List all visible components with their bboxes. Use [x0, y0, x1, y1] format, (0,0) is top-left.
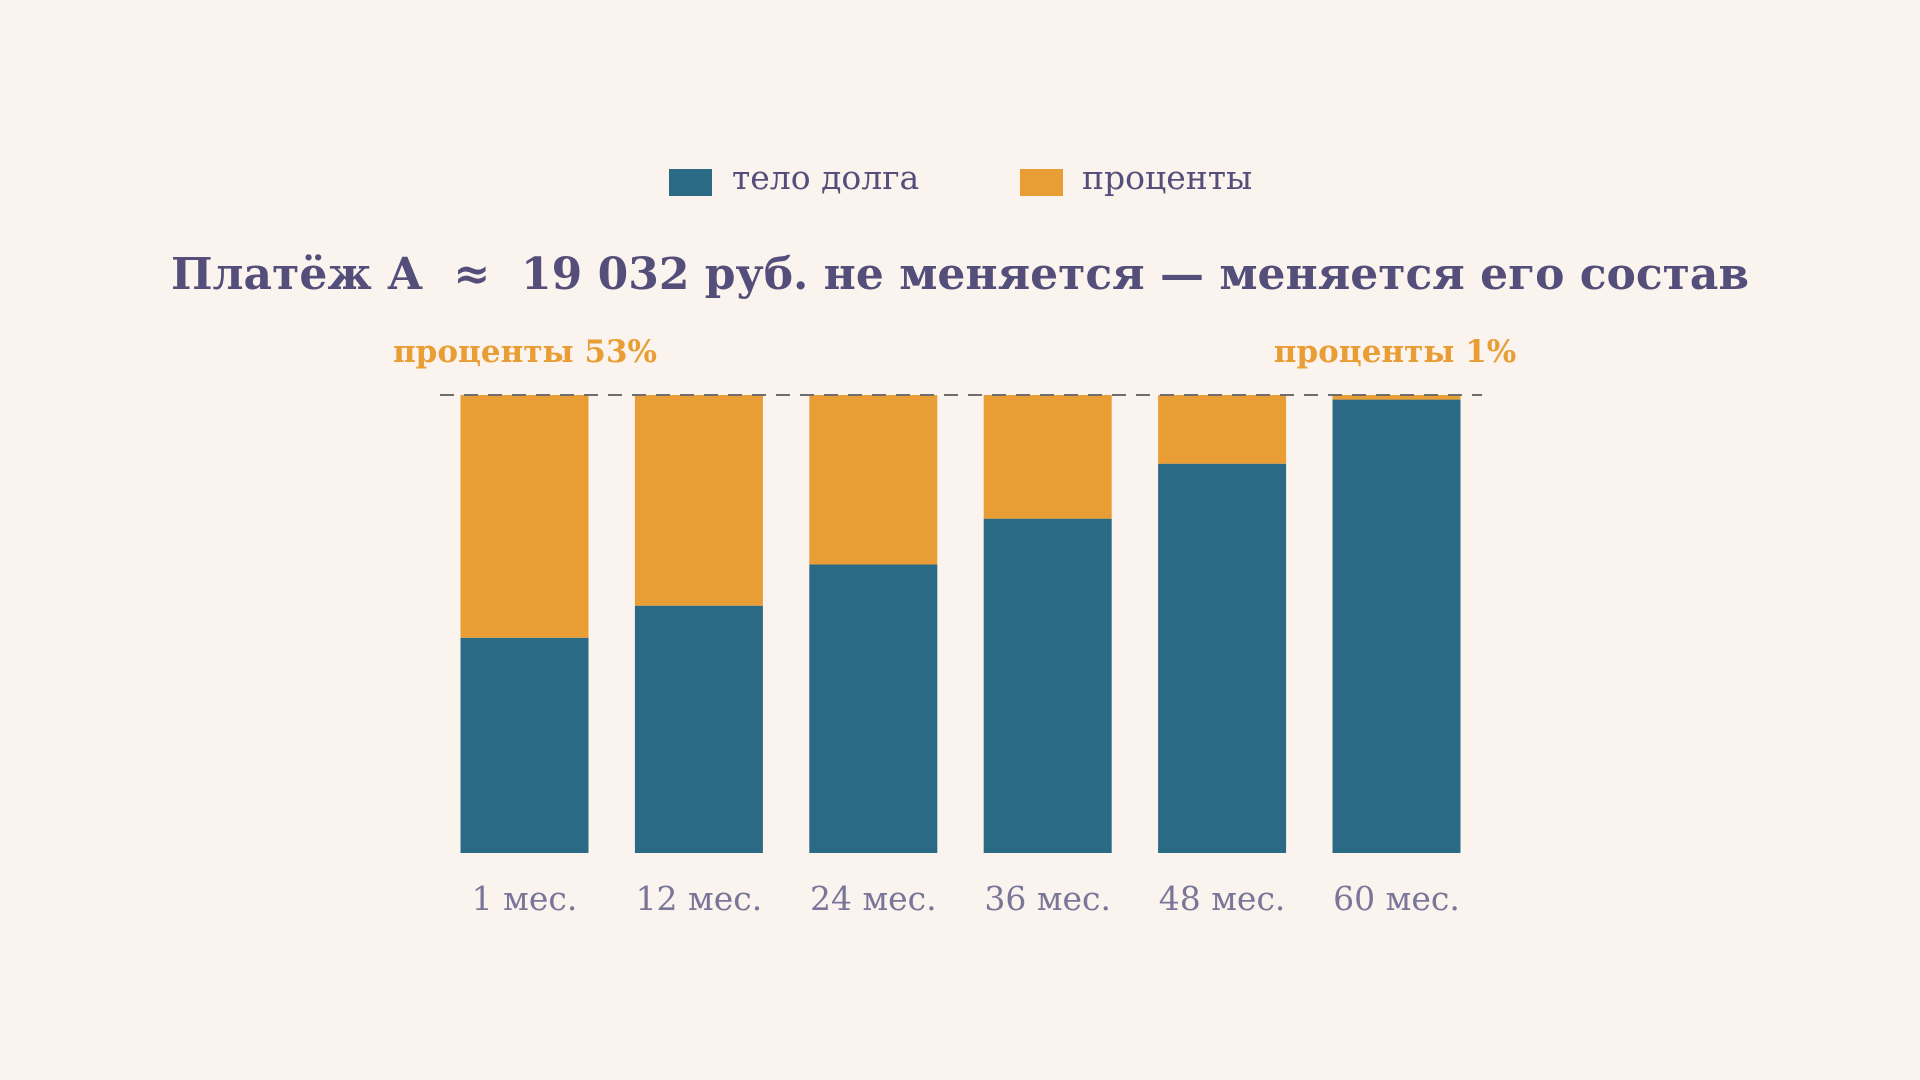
x-tick-label: 36 мес.	[984, 879, 1111, 918]
annotation-first-bar: проценты 53%	[393, 334, 657, 370]
bar-interest-5	[1158, 395, 1287, 464]
bars	[460, 395, 1461, 853]
x-tick-label: 24 мес.	[810, 879, 937, 918]
x-tick-label: 12 мес.	[636, 879, 763, 918]
bar-principal-3	[809, 564, 938, 853]
bar-interest-4	[983, 395, 1112, 519]
x-axis-labels: 1 мес. 12 мес. 24 мес. 36 мес. 48 мес. 60 мес…	[472, 879, 1460, 918]
bar-interest-1	[460, 395, 589, 638]
bar-principal-6	[1332, 399, 1461, 853]
bar-principal-4	[983, 518, 1112, 853]
legend-label-interest: проценты	[1082, 158, 1252, 197]
bar-interest-2	[634, 395, 763, 606]
legend-label-principal: тело долга	[732, 158, 919, 197]
bar-principal-1	[460, 637, 589, 853]
x-tick-label: 60 мес.	[1333, 879, 1460, 918]
bar-interest-6	[1332, 395, 1461, 400]
legend-swatch-interest	[1020, 169, 1063, 196]
legend-swatch-principal	[669, 169, 712, 196]
chart-title: Платёж А ≈ 19 032 руб. не меняется — мен…	[171, 249, 1749, 300]
bar-principal-5	[1158, 463, 1287, 853]
bar-principal-2	[634, 605, 763, 853]
annotation-last-bar: проценты 1%	[1274, 334, 1516, 370]
x-tick-label: 48 мес.	[1159, 879, 1286, 918]
bar-interest-3	[809, 395, 938, 565]
x-tick-label: 1 мес.	[472, 879, 578, 918]
legend: тело долга проценты	[669, 158, 1252, 197]
